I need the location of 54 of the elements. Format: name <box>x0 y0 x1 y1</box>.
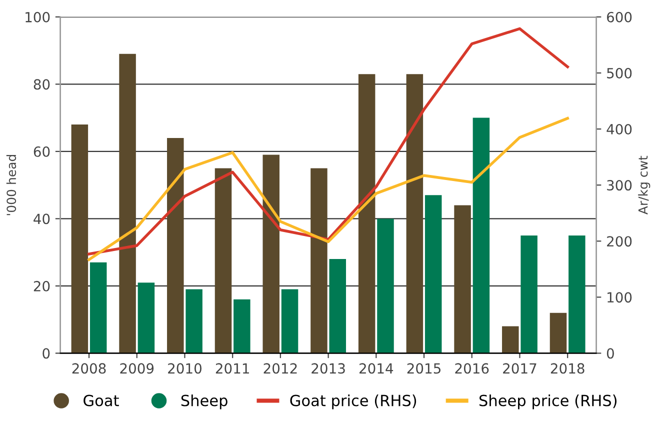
y-tick-label: 60 <box>34 146 50 157</box>
x-tick-label: 2018 <box>550 363 584 374</box>
x-tick-label: 2015 <box>407 363 440 374</box>
legend-label: Goat price (RHS) <box>290 394 416 410</box>
bar <box>472 118 490 354</box>
bar <box>568 236 586 354</box>
x-tick-label: 2017 <box>503 363 536 374</box>
bar <box>520 236 538 354</box>
bar <box>71 124 88 354</box>
bar <box>167 138 184 354</box>
y-tick-label: 40 <box>34 214 50 224</box>
x-tick-label: 2013 <box>312 363 345 374</box>
bar <box>406 74 424 354</box>
y2-tick-label: 400 <box>606 124 632 134</box>
y-tick-label: 20 <box>34 280 50 292</box>
y2-tick-label: 600 <box>606 12 632 22</box>
bar <box>550 312 567 354</box>
bar <box>281 289 298 354</box>
bar <box>186 289 202 354</box>
bar <box>454 205 471 354</box>
y2-tick-label: 100 <box>608 292 632 303</box>
y-axis-title: '000 head <box>6 154 16 216</box>
y-tick-label: 0 <box>42 348 50 359</box>
y2-tick-label: 300 <box>607 180 632 191</box>
legend-label: Sheep <box>181 394 228 410</box>
y-tick-label: 80 <box>34 79 50 90</box>
x-tick-label: 2009 <box>120 363 154 374</box>
bar <box>358 74 376 354</box>
x-tick-label: 2011 <box>216 363 249 374</box>
line-series <box>88 27 569 256</box>
y2-axis-title: Ar/kg cwt <box>638 156 650 214</box>
x-tick-label: 2016 <box>455 363 489 374</box>
bar <box>262 154 280 354</box>
x-tick-label: 2008 <box>72 363 106 374</box>
y2-tick-label: 500 <box>607 68 632 78</box>
line-series <box>88 116 569 261</box>
legend-label: Sheep price (RHS) <box>479 394 617 410</box>
bar <box>502 326 519 354</box>
bar <box>138 282 155 354</box>
bar <box>377 218 394 354</box>
y-tick-label: 100 <box>26 12 50 22</box>
bar <box>424 195 442 354</box>
x-tick-label: 2012 <box>264 363 297 374</box>
bar <box>119 54 136 354</box>
legend-label: Goat <box>84 394 119 406</box>
bar <box>90 262 107 354</box>
bar <box>329 259 346 354</box>
bar <box>234 299 250 354</box>
x-tick-label: 2014 <box>360 363 394 374</box>
bar <box>310 168 328 354</box>
y2-tick-label: 0 <box>606 348 614 359</box>
x-tick-label: 2010 <box>168 363 202 374</box>
bar <box>214 168 232 354</box>
y2-tick-label: 200 <box>607 236 632 247</box>
